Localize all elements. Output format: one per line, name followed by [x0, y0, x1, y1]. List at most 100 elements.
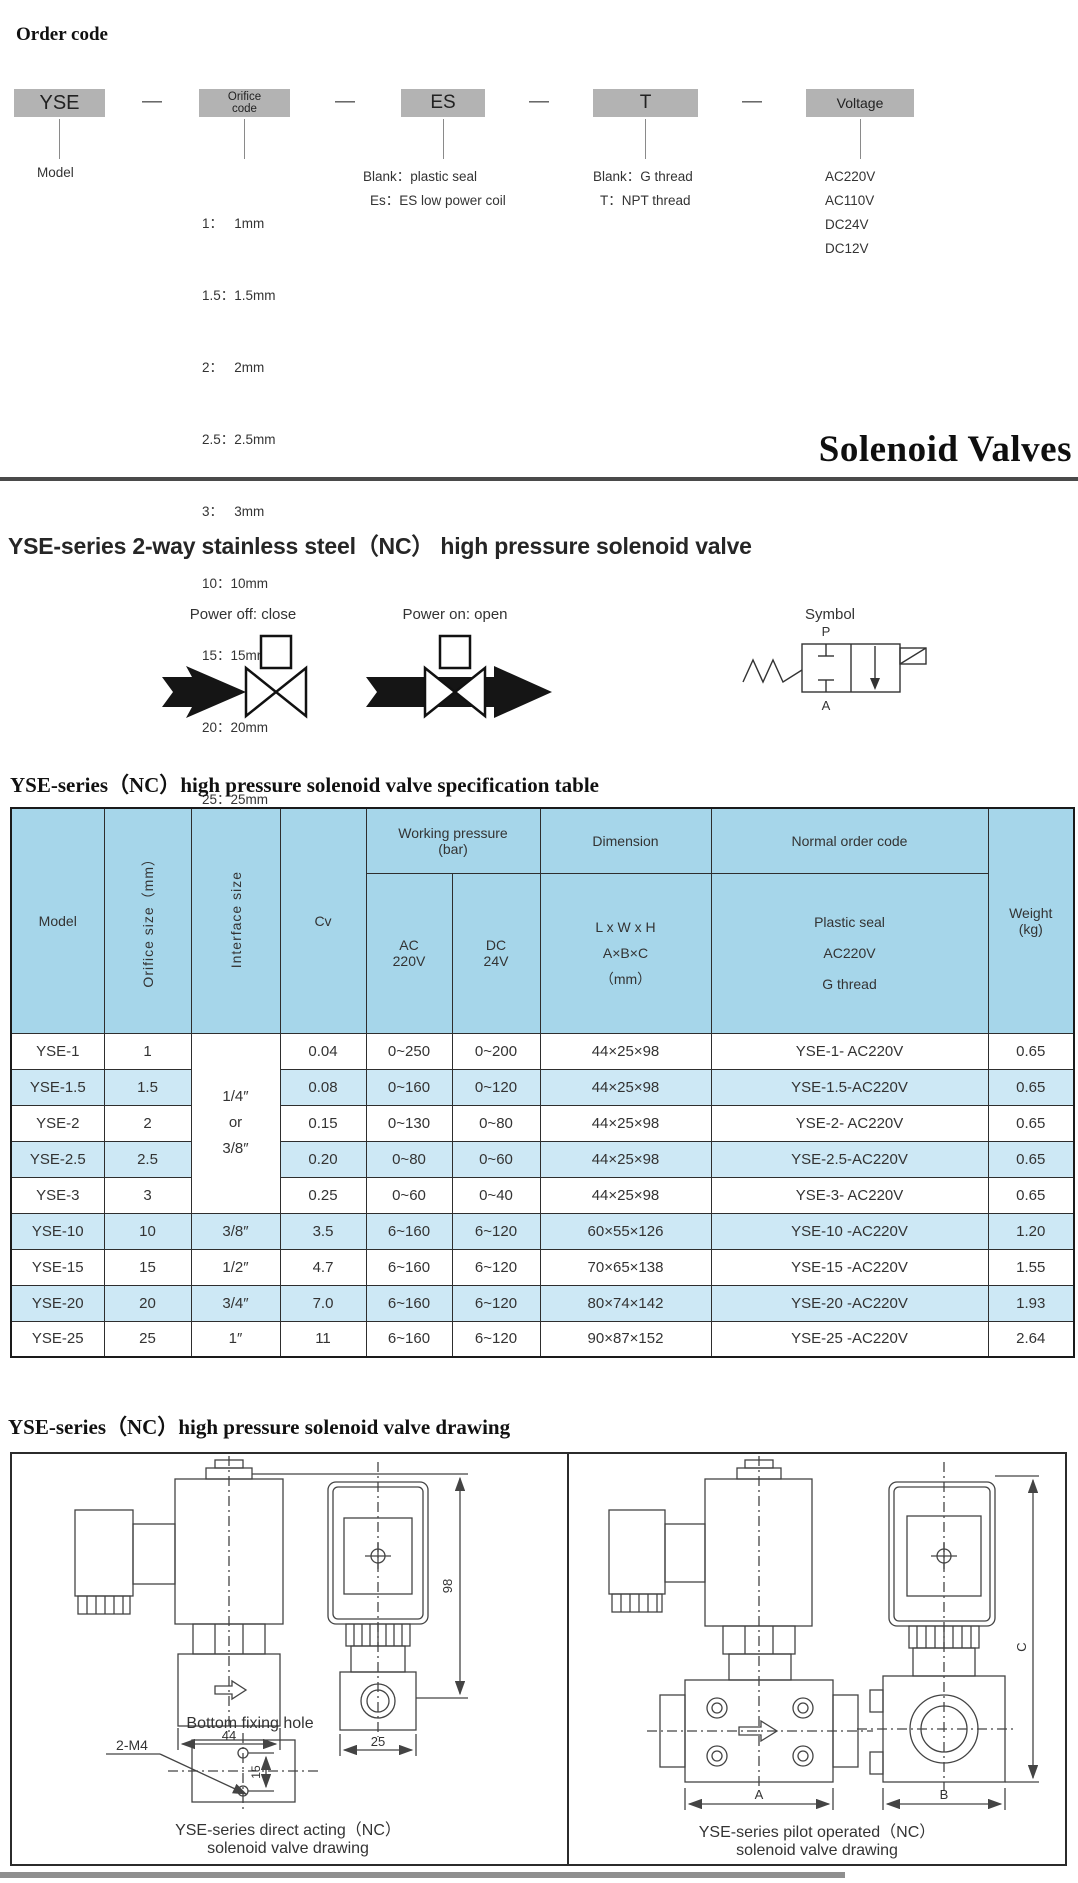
col-header-weight: Weight (kg)	[987, 807, 1075, 1034]
order-code-box-seal-label: ES	[430, 92, 456, 114]
cell-model: YSE-2	[10, 1104, 105, 1142]
cell-ac: 0~130	[365, 1104, 453, 1142]
cell-orifice: 2.5	[103, 1140, 192, 1178]
cell-weight: 0.65	[987, 1176, 1075, 1214]
order-code-box-voltage: Voltage	[806, 89, 914, 117]
orifice-option: 20：20mm	[202, 720, 269, 735]
flow-path-arrowhead	[870, 678, 880, 690]
bottom-fixing-hole-label: Bottom fixing hole	[186, 1715, 313, 1732]
cell-weight: 0.65	[987, 1140, 1075, 1178]
cell-dimension: 44×25×98	[539, 1068, 712, 1106]
col-header-dimension: Dimension	[539, 807, 712, 874]
orifice-option: 2.5：2.5mm	[202, 432, 276, 447]
page-banner-title: Solenoid Valves	[818, 429, 1072, 470]
interface-merged-line3: 3/8″	[222, 1140, 249, 1157]
col-header-orifice: Orifice size（mm）	[103, 807, 192, 1034]
orifice-option: 1： 1mm	[202, 216, 265, 231]
seal-option: Es：ES low power coil	[370, 193, 506, 208]
cell-model: YSE-2.5	[10, 1140, 105, 1178]
cell-weight: 1.55	[987, 1248, 1075, 1286]
caption-line2: solenoid valve drawing	[736, 1842, 898, 1859]
cell-orifice: 15	[103, 1248, 192, 1286]
cell-model: YSE-20	[10, 1284, 105, 1322]
col-header-cv: Cv	[279, 807, 367, 1034]
cell-weight: 1.93	[987, 1284, 1075, 1322]
order-code-sub-line2: AC220V	[823, 944, 876, 961]
power-off-label: Power off: close	[189, 606, 297, 623]
cell-cv: 0.20	[279, 1140, 367, 1178]
thread-option: Blank：G thread	[593, 169, 693, 184]
cell-interface: 3/8″	[190, 1212, 281, 1250]
banner-rule	[0, 477, 1078, 481]
direct-acting-drawing: 44 25 98 Bottom fixing hole 2-M4 15	[74, 1456, 468, 1809]
orifice-box-line1: Orifice	[227, 90, 262, 103]
dim-c-label: C	[1014, 1642, 1029, 1651]
dim-b-label: B	[940, 1787, 949, 1802]
cell-code: YSE-1.5-AC220V	[710, 1068, 989, 1106]
cell-ac: 0~80	[365, 1140, 453, 1178]
dim-a-label: A	[755, 1787, 764, 1802]
order-code-box-model-label: YSE	[39, 91, 80, 114]
order-code-box-orifice: Orifice code	[199, 89, 290, 117]
port-a-label: A	[822, 698, 831, 713]
cell-cv: 0.25	[279, 1176, 367, 1214]
order-code-title: Order code	[16, 24, 108, 45]
table-row: YSE-25 25 1″ 11 6~160 6~120 90×87×152 YS…	[10, 1320, 1075, 1358]
col-header-order-code: Normal order code	[710, 807, 989, 874]
connector-line-orifice	[244, 119, 245, 159]
cell-model: YSE-10	[10, 1212, 105, 1250]
orifice-option: 10：10mm	[202, 576, 269, 591]
cell-orifice: 2	[103, 1104, 192, 1142]
orifice-option: 3： 3mm	[202, 504, 265, 519]
cell-dimension: 60×55×126	[539, 1212, 712, 1250]
pilot-operated-drawing: A B C	[608, 1456, 1039, 1810]
order-code-box-model: YSE	[14, 89, 105, 117]
cell-ac: 6~160	[365, 1284, 453, 1322]
table-row: YSE-1.5 1.5 0.08 0~160 0~120 44×25×98 YS…	[10, 1068, 1075, 1106]
dimension-sub-line3: （mm）	[599, 971, 652, 987]
table-row: YSE-3 3 0.25 0~60 0~40 44×25×98 YSE-3- A…	[10, 1176, 1075, 1214]
voltage-option: DC24V	[825, 217, 869, 232]
dim-15-label: 15	[249, 1765, 263, 1779]
weight-header-line2: (kg)	[1018, 920, 1043, 937]
subheader-order-code: Plastic seal AC220V G thread	[710, 872, 989, 1034]
table-row: YSE-1 1 1/4″ or 3/8″ 0.04 0~250 0~200 44…	[10, 1032, 1075, 1214]
cell-weight: 2.64	[987, 1320, 1075, 1358]
coil-icon	[438, 634, 472, 670]
cell-dc: 0~200	[451, 1032, 541, 1070]
valve-right-triangle-icon	[452, 665, 487, 719]
thread-option-list: Blank：G thread T：NPT thread	[593, 165, 693, 213]
cell-cv: 11	[279, 1320, 367, 1358]
cell-code: YSE-25 -AC220V	[710, 1320, 989, 1358]
coil-icon	[259, 634, 293, 670]
cell-interface: 3/4″	[190, 1284, 281, 1322]
drawing-frame	[10, 1452, 1067, 1866]
hole-spec-label: 2-M4	[116, 1737, 148, 1753]
connector-line-thread	[645, 119, 646, 159]
cell-dc: 0~120	[451, 1068, 541, 1106]
cell-ac: 0~60	[365, 1176, 453, 1214]
weight-header-line1: Weight	[1009, 904, 1053, 921]
dimension-sub-line2: A×B×C	[602, 945, 649, 961]
cell-orifice: 3	[103, 1176, 192, 1214]
order-code-box-orifice-label: Orifice code	[228, 91, 261, 115]
power-on-label: Power on: open	[402, 606, 508, 623]
cell-orifice: 1.5	[103, 1068, 192, 1106]
spec-table: Model Orifice size（mm） Interface size Cv…	[10, 807, 1075, 1358]
cell-code: YSE-2.5-AC220V	[710, 1140, 989, 1178]
orifice-header-text: Orifice size（mm）	[139, 850, 156, 988]
cell-model: YSE-1	[10, 1032, 105, 1070]
drawing-section-title: YSE-series（NC）high pressure solenoid val…	[8, 1415, 511, 1439]
interface-merged-line1: 1/4″	[222, 1088, 249, 1105]
orifice-option: 2： 2mm	[202, 360, 265, 375]
dc-line2: 24V	[483, 953, 509, 969]
seal-option: Blank：plastic seal	[363, 169, 478, 184]
direct-acting-caption: YSE-series direct acting（NC） solenoid va…	[108, 1822, 468, 1858]
voltage-option: AC110V	[825, 193, 875, 208]
working-pressure-line1: Working pressure	[398, 824, 508, 841]
thread-option: T：NPT thread	[600, 193, 691, 208]
cell-dc: 0~80	[451, 1104, 541, 1142]
working-pressure-line2: (bar)	[438, 840, 468, 857]
cell-ac: 6~160	[365, 1248, 453, 1286]
